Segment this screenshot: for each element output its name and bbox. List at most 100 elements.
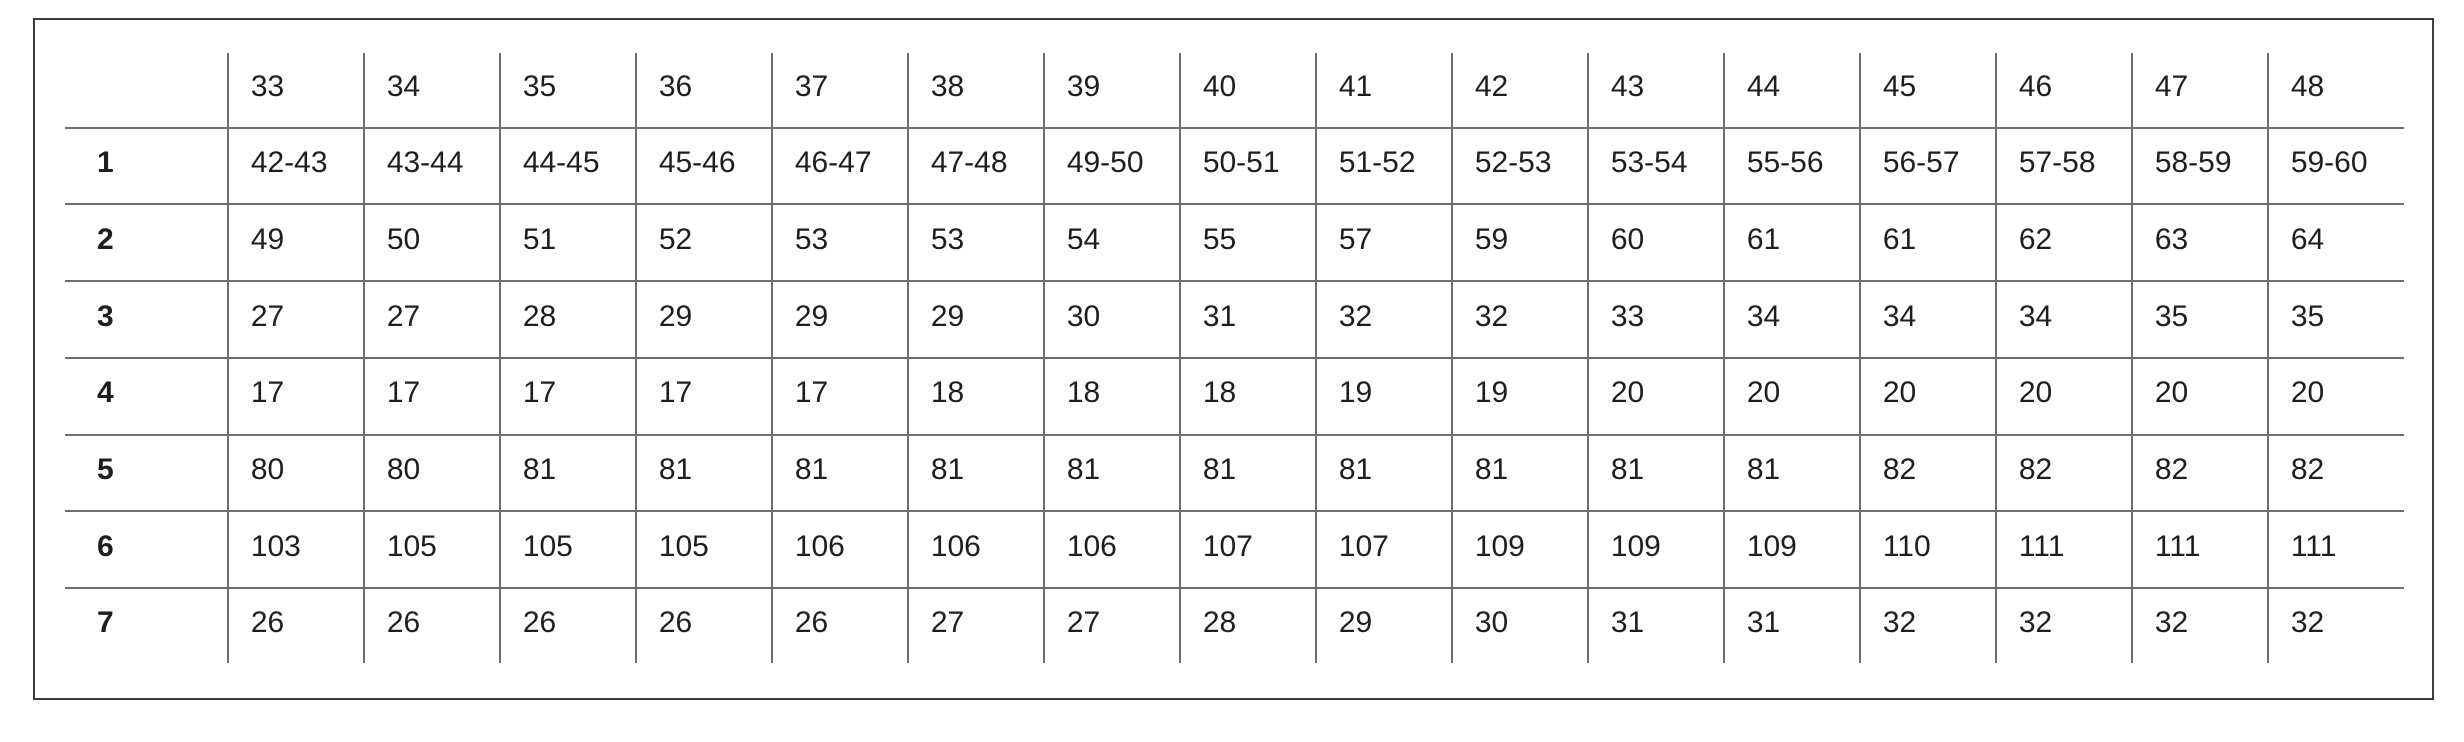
data-cell: 20 [1858, 356, 1997, 436]
column-header-cell: 36 [634, 53, 773, 129]
data-cell: 26 [498, 587, 637, 663]
data-cell: 20 [1722, 356, 1861, 436]
data-cell: 26 [362, 587, 501, 663]
data-cell: 62 [1994, 203, 2133, 283]
data-cell: 111 [2266, 510, 2404, 590]
data-cell: 81 [498, 433, 637, 513]
data-cell: 32 [1858, 587, 1997, 663]
data-cell: 61 [1722, 203, 1861, 283]
data-cell: 105 [362, 510, 501, 590]
data-cell: 29 [770, 280, 909, 359]
data-cell: 81 [1450, 433, 1589, 513]
column-header-cell: 34 [362, 53, 501, 129]
row-label-cell: 2 [65, 203, 229, 283]
column-header-cell: 42 [1450, 53, 1589, 129]
data-cell: 20 [2266, 356, 2404, 436]
column-header-cell: 33 [226, 53, 365, 129]
data-cell: 58-59 [2130, 126, 2269, 206]
data-cell: 34 [1858, 280, 1997, 359]
column-header-cell: 47 [2130, 53, 2269, 129]
column-header-cell: 48 [2266, 53, 2404, 129]
data-cell: 111 [1994, 510, 2133, 590]
data-cell: 32 [2266, 587, 2404, 663]
table-row: 3 27 27 28 29 29 29 30 31 32 32 33 34 34 34 35 35 [65, 280, 2404, 359]
data-cell: 31 [1586, 587, 1725, 663]
table-row: 7 26 26 26 26 26 27 27 28 29 30 31 31 32 32 32 32 [65, 587, 2404, 663]
data-cell: 105 [634, 510, 773, 590]
data-cell: 20 [2130, 356, 2269, 436]
data-cell: 27 [226, 280, 365, 359]
data-cell: 31 [1178, 280, 1317, 359]
row-label-cell: 7 [65, 587, 229, 663]
data-cell: 47-48 [906, 126, 1045, 206]
data-cell: 29 [1314, 587, 1453, 663]
data-cell: 27 [1042, 587, 1181, 663]
data-cell: 31 [1722, 587, 1861, 663]
column-header-cell: 39 [1042, 53, 1181, 129]
data-cell: 18 [1042, 356, 1181, 436]
data-cell: 57-58 [1994, 126, 2133, 206]
data-cell: 49 [226, 203, 365, 283]
data-cell: 26 [634, 587, 773, 663]
column-header-cell: 46 [1994, 53, 2133, 129]
data-cell: 53 [770, 203, 909, 283]
data-cell: 105 [498, 510, 637, 590]
data-cell: 17 [498, 356, 637, 436]
data-cell: 18 [906, 356, 1045, 436]
data-cell: 43-44 [362, 126, 501, 206]
data-cell: 46-47 [770, 126, 909, 206]
data-cell: 30 [1042, 280, 1181, 359]
data-cell: 35 [2130, 280, 2269, 359]
data-cell: 81 [1586, 433, 1725, 513]
data-cell: 28 [498, 280, 637, 359]
table-row: 6 103 105 105 105 106 106 106 107 107 109 109 109 110… [65, 510, 2404, 590]
data-cell: 35 [2266, 280, 2404, 359]
data-cell: 109 [1450, 510, 1589, 590]
data-cell: 106 [906, 510, 1045, 590]
column-header-cell: 43 [1586, 53, 1725, 129]
data-cell: 107 [1178, 510, 1317, 590]
header-row: 33 34 35 36 37 38 39 40 41 42 43 44 45 46 47 48 [65, 53, 2404, 129]
row-label-cell: 5 [65, 433, 229, 513]
data-cell: 55 [1178, 203, 1317, 283]
data-table: 33 34 35 36 37 38 39 40 41 42 43 44 45 46 47 48 1 42-43 43… [65, 53, 2404, 663]
data-cell: 57 [1314, 203, 1453, 283]
data-cell: 59-60 [2266, 126, 2404, 206]
data-cell: 17 [634, 356, 773, 436]
table-row: 2 49 50 51 52 53 53 54 55 57 59 60 61 61 62 63 64 [65, 203, 2404, 283]
column-header-cell: 38 [906, 53, 1045, 129]
data-cell: 55-56 [1722, 126, 1861, 206]
data-cell: 17 [770, 356, 909, 436]
data-cell: 20 [1586, 356, 1725, 436]
data-cell: 50 [362, 203, 501, 283]
table-outer-frame: 33 34 35 36 37 38 39 40 41 42 43 44 45 46 47 48 1 42-43 43… [33, 18, 2434, 700]
column-header-cell: 45 [1858, 53, 1997, 129]
data-cell: 27 [362, 280, 501, 359]
data-cell: 52-53 [1450, 126, 1589, 206]
data-cell: 27 [906, 587, 1045, 663]
data-cell: 17 [362, 356, 501, 436]
column-header-cell: 35 [498, 53, 637, 129]
data-cell: 50-51 [1178, 126, 1317, 206]
data-cell: 109 [1722, 510, 1861, 590]
column-header-cell: 41 [1314, 53, 1453, 129]
data-cell: 26 [770, 587, 909, 663]
data-cell: 82 [2130, 433, 2269, 513]
corner-cell [65, 53, 229, 129]
data-cell: 53-54 [1586, 126, 1725, 206]
data-cell: 34 [1994, 280, 2133, 359]
data-cell: 32 [1450, 280, 1589, 359]
data-cell: 18 [1178, 356, 1317, 436]
data-cell: 81 [634, 433, 773, 513]
data-cell: 60 [1586, 203, 1725, 283]
data-cell: 51-52 [1314, 126, 1453, 206]
data-cell: 81 [770, 433, 909, 513]
data-cell: 64 [2266, 203, 2404, 283]
column-header-cell: 37 [770, 53, 909, 129]
data-cell: 110 [1858, 510, 1997, 590]
data-cell: 56-57 [1858, 126, 1997, 206]
table-row: 4 17 17 17 17 17 18 18 18 19 19 20 20 20 20 20 20 [65, 356, 2404, 436]
data-cell: 81 [1314, 433, 1453, 513]
row-label-cell: 3 [65, 280, 229, 359]
data-cell: 81 [1178, 433, 1317, 513]
